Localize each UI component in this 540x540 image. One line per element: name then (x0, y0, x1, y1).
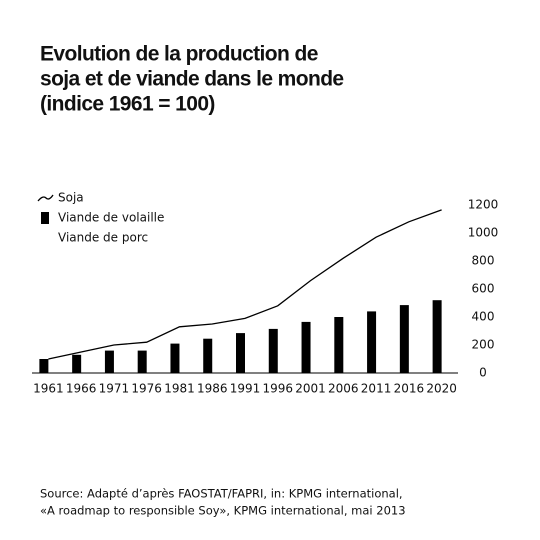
line (48, 209, 442, 360)
x-tick-label: 1996 (262, 382, 293, 396)
chart-title: soja et de viande dans le monde (40, 68, 344, 91)
y-tick-label: 1000 (468, 226, 499, 240)
x-tick-label: 2006 (328, 382, 359, 396)
legend-label: Soja (58, 191, 84, 205)
y-tick-label: 0 (479, 366, 487, 380)
bar (268, 328, 278, 373)
y-tick-label: 400 (472, 310, 495, 324)
legend-icon (41, 232, 49, 244)
bar (104, 350, 114, 373)
x-tick-label: 1976 (131, 382, 162, 396)
x-tick-label: 1991 (230, 382, 261, 396)
y-tick-label: 1200 (468, 198, 499, 212)
chart-title: (indice 1961 = 100) (40, 93, 215, 116)
bar (367, 311, 377, 373)
legend-icon (41, 212, 49, 224)
legend-label: Viande de porc (58, 231, 148, 245)
source: Source: Adapté d’après FAOSTAT/FAPRI, in… (40, 487, 403, 501)
x-tick-label: 1986 (197, 382, 228, 396)
x-tick-label: 1981 (164, 382, 195, 396)
x-tick-label: 2001 (295, 382, 326, 396)
bar (137, 350, 147, 373)
x-tick-label: 1971 (99, 382, 130, 396)
legend-icon (37, 194, 54, 202)
x-tick-label: 2011 (361, 382, 392, 396)
bar (301, 321, 311, 373)
x-tick-label: 2020 (426, 382, 457, 396)
y-tick-label: 600 (472, 282, 495, 296)
x-tick-label: 1961 (33, 382, 64, 396)
bar (399, 305, 409, 373)
y-tick-label: 200 (472, 338, 495, 352)
bar (203, 338, 213, 373)
y-tick-label: 800 (472, 254, 495, 268)
x-tick-label: 1966 (66, 382, 97, 396)
source: «A roadmap to responsible Soy», KPMG int… (40, 504, 406, 518)
bar (236, 333, 245, 373)
x-tick-label: 2016 (394, 382, 425, 396)
bar (170, 343, 180, 373)
bar (432, 300, 442, 373)
bar (334, 317, 344, 373)
bar (39, 359, 49, 373)
chart-title: Evolution de la production de (40, 43, 318, 66)
legend-label: Viande de volaille (58, 211, 164, 225)
bar (72, 354, 82, 373)
